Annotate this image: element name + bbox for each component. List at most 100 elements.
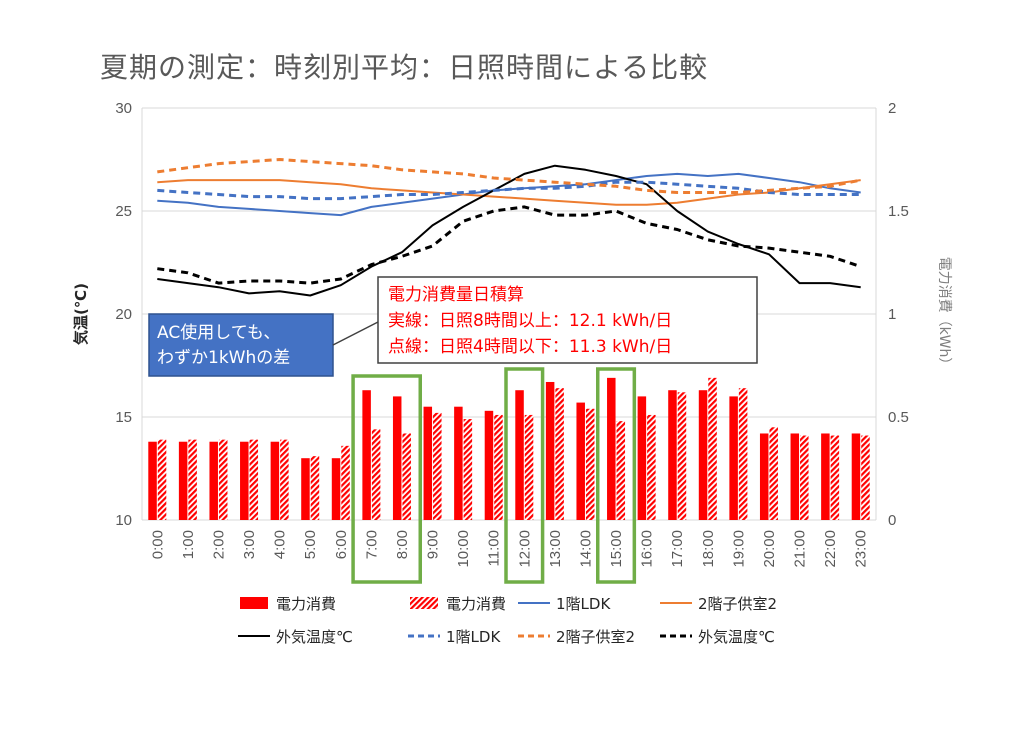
x-tick-label: 20:00 [761,530,778,568]
bar [402,433,411,520]
bar [800,435,809,520]
x-tick-label: 22:00 [822,530,839,568]
highlight-box [504,367,545,584]
y-tick-label: 30 [115,100,132,117]
x-tick-label: 7:00 [363,530,380,559]
highlight-boxes [351,367,637,584]
y-tick-label: 25 [115,203,132,220]
series-line [157,158,861,194]
x-tick-label: 12:00 [516,530,533,568]
chart-title: 夏期の測定：時刻別平均：日照時間による比較 [100,51,709,84]
bar [249,439,259,520]
highlight-box [351,374,423,584]
x-tick-label: 1:00 [180,530,197,559]
y2-tick-label: 2 [888,100,896,117]
bar [423,406,433,520]
y-tick-label: 15 [115,409,132,426]
bar [790,433,800,520]
bar [861,435,870,520]
ac-note-line: AC使用しても、 [157,322,280,343]
x-tick-label: 3:00 [241,530,258,559]
bar [463,419,473,520]
x-tick-label: 8:00 [394,530,411,559]
y2-axis-title: 電力消費（kWh） [936,257,952,372]
legend-swatch [240,597,268,609]
x-tick-label: 6:00 [333,530,350,559]
bar [585,408,595,520]
legend-label: 電力消費 [446,595,506,613]
bar [218,439,228,520]
x-tick-label: 9:00 [425,530,442,559]
connector-line [332,321,379,346]
bar [769,427,778,520]
bar [280,439,289,520]
y-axis-title: 気温(℃) [72,283,90,345]
bar [698,390,708,520]
series-line [157,205,862,285]
bar [240,441,249,520]
bar [607,377,616,520]
energy-summary-box [377,276,758,364]
bar [454,406,463,520]
bar [515,390,524,520]
legend-label: 1階LDK [446,628,501,646]
x-tick-label: 5:00 [302,530,319,559]
x-tick-label: 18:00 [700,530,717,568]
bar [148,441,157,520]
legend-label: 外気温度℃ [276,628,353,646]
bar [188,439,197,520]
bar [524,414,534,520]
x-tick-label: 17:00 [669,530,686,568]
legend-label: 電力消費 [276,595,336,613]
bar [677,392,687,520]
series-lines [157,158,862,297]
legend-label: 2階子供室2 [698,595,777,613]
x-tick-label: 23:00 [853,530,870,568]
x-tick-label: 4:00 [272,530,289,559]
series-line [157,164,861,297]
bar [738,388,748,520]
bar [433,412,442,520]
y2-tick-label: 0.5 [888,409,909,426]
bar [668,390,677,520]
x-tick-label: 10:00 [455,530,472,568]
y-tick-label: 10 [115,512,132,529]
bar [494,414,503,520]
x-tick-label: 2:00 [210,530,227,559]
bar [851,433,861,520]
bar [331,458,341,520]
bar [301,458,310,520]
bar [729,396,738,520]
highlight-box [596,367,637,584]
bar [637,396,647,520]
bar [708,377,717,520]
x-tick-label: 21:00 [792,530,809,568]
bar [392,396,402,520]
bar [821,433,830,520]
bar [270,441,280,520]
x-tick-label: 0:00 [149,530,166,559]
x-tick-label: 14:00 [577,530,594,568]
legend-label: 2階子供室2 [556,628,635,646]
energy-summary-line: 電力消費量日積算 [388,285,524,305]
bar [576,402,585,520]
bar [362,390,371,520]
bar [555,388,564,520]
bar [647,414,656,520]
series-line [157,180,861,201]
bar [371,429,381,520]
bar [157,439,167,520]
y2-tick-label: 1.5 [888,203,909,220]
ac-note-box [148,313,334,377]
series-line [157,179,861,206]
y2-tick-label: 1 [888,306,896,323]
bar [545,381,555,520]
bar [178,441,188,520]
x-tick-label: 11:00 [486,530,503,566]
bar [209,441,218,520]
x-tick-label: 15:00 [608,530,625,568]
y2-tick-label: 0 [888,512,896,529]
x-tick-label: 13:00 [547,530,564,568]
